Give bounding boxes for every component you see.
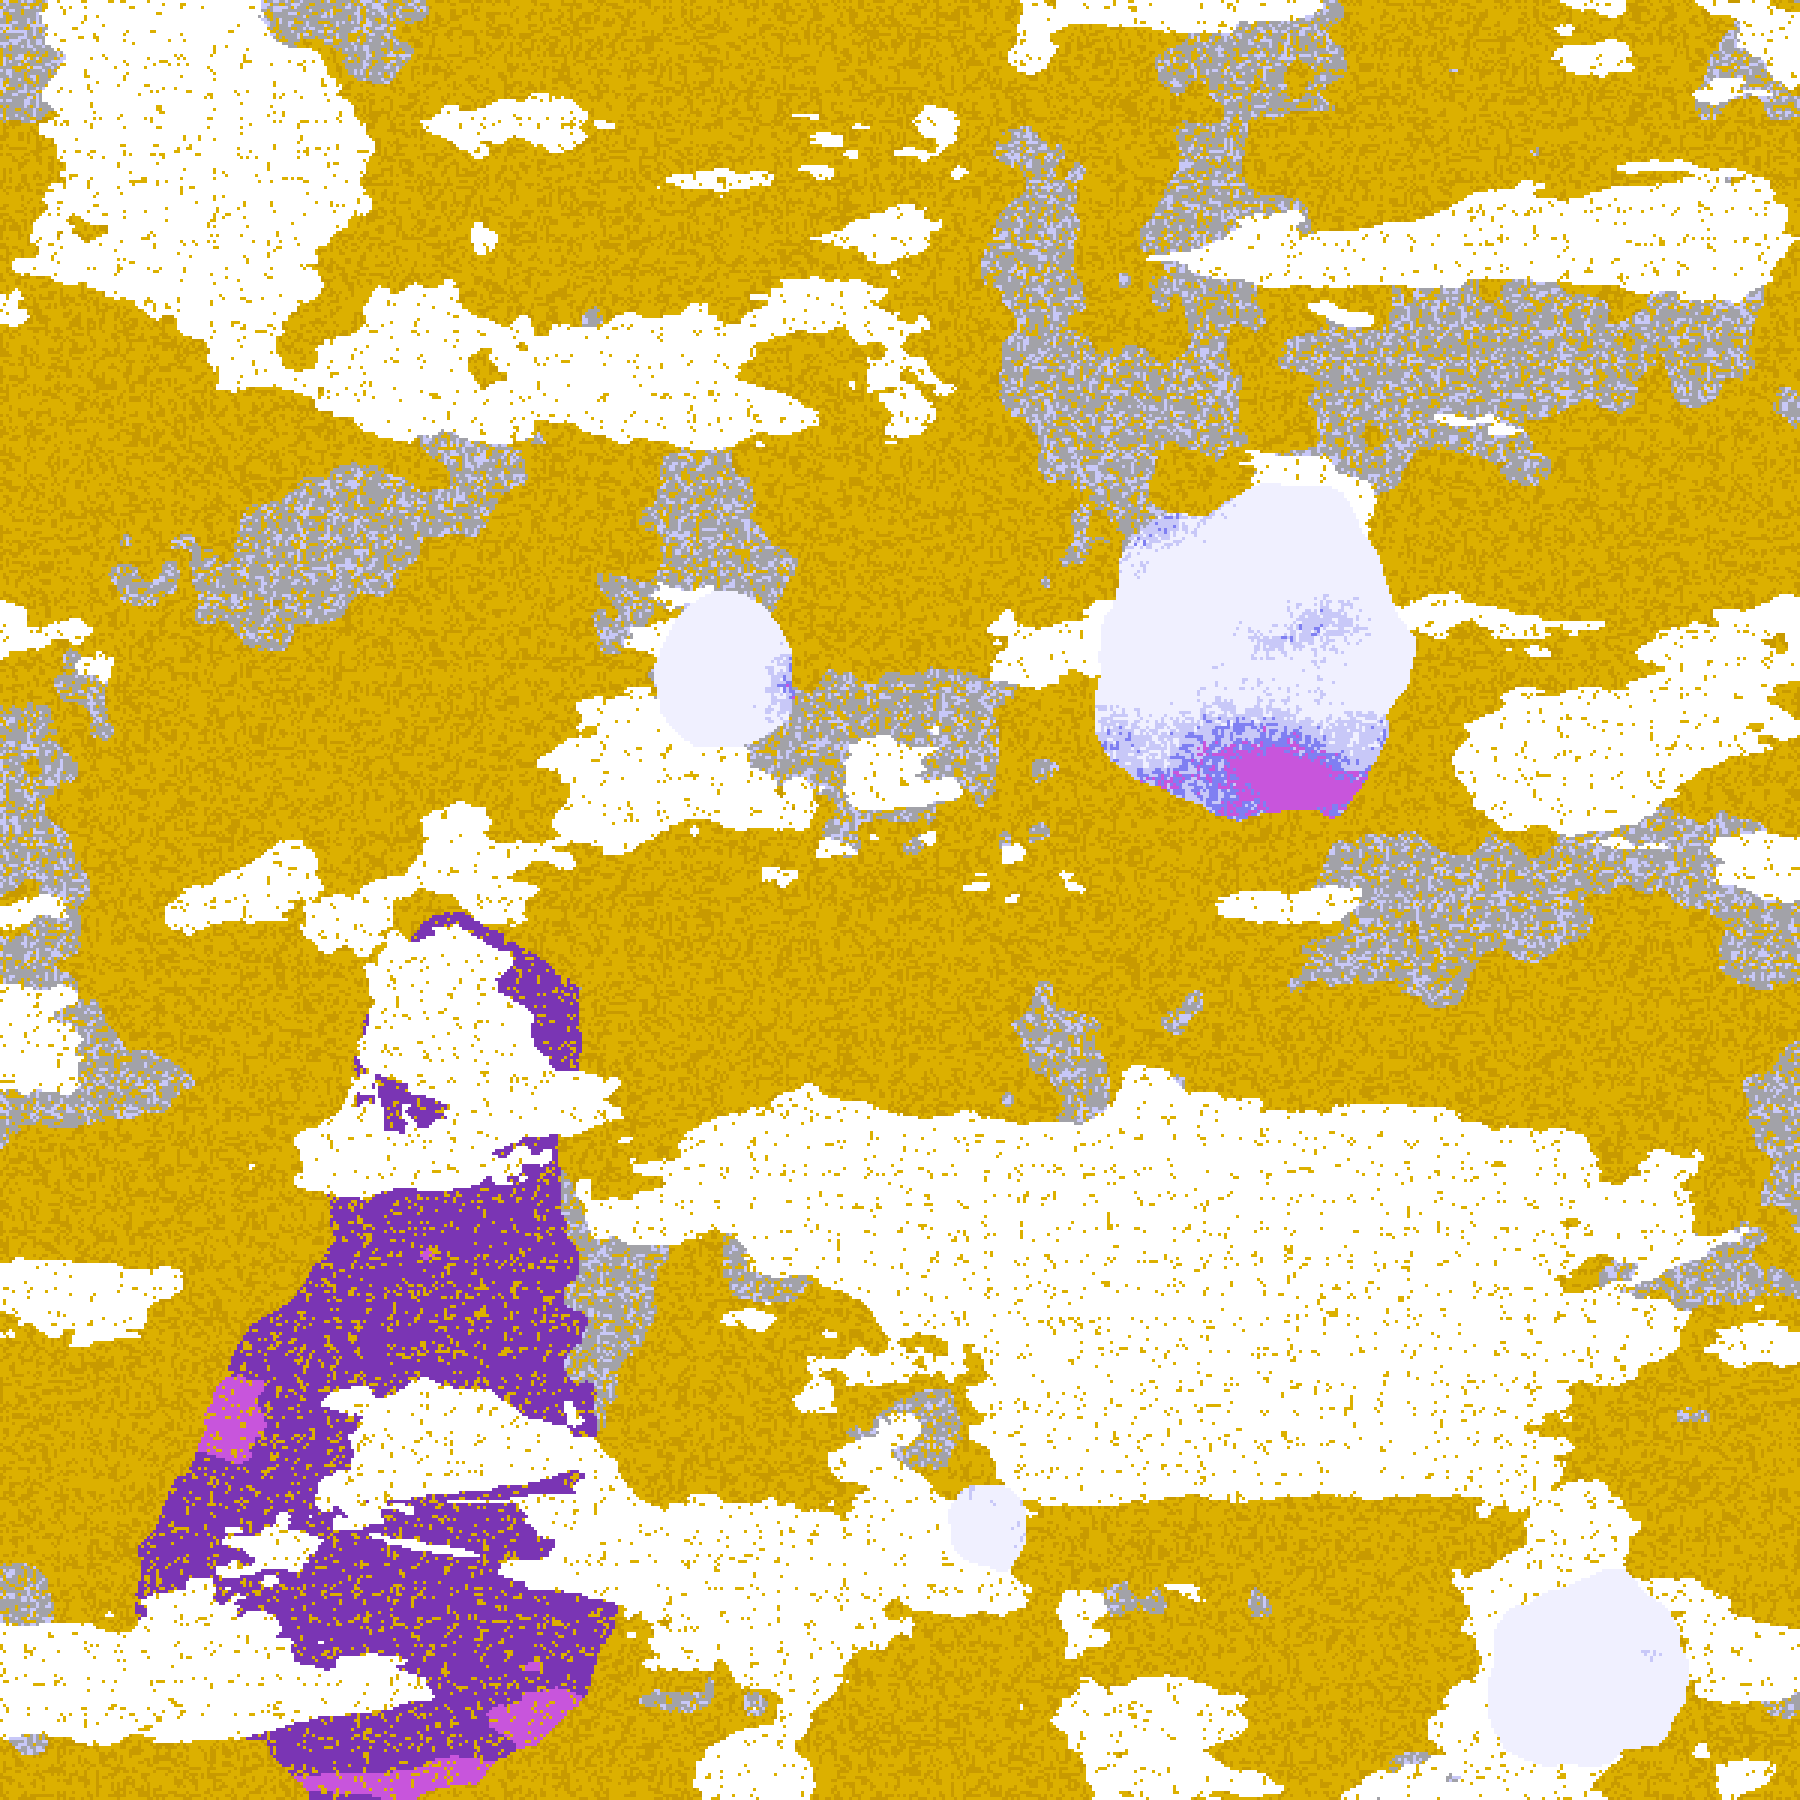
classified-satellite-map (0, 0, 1800, 1800)
